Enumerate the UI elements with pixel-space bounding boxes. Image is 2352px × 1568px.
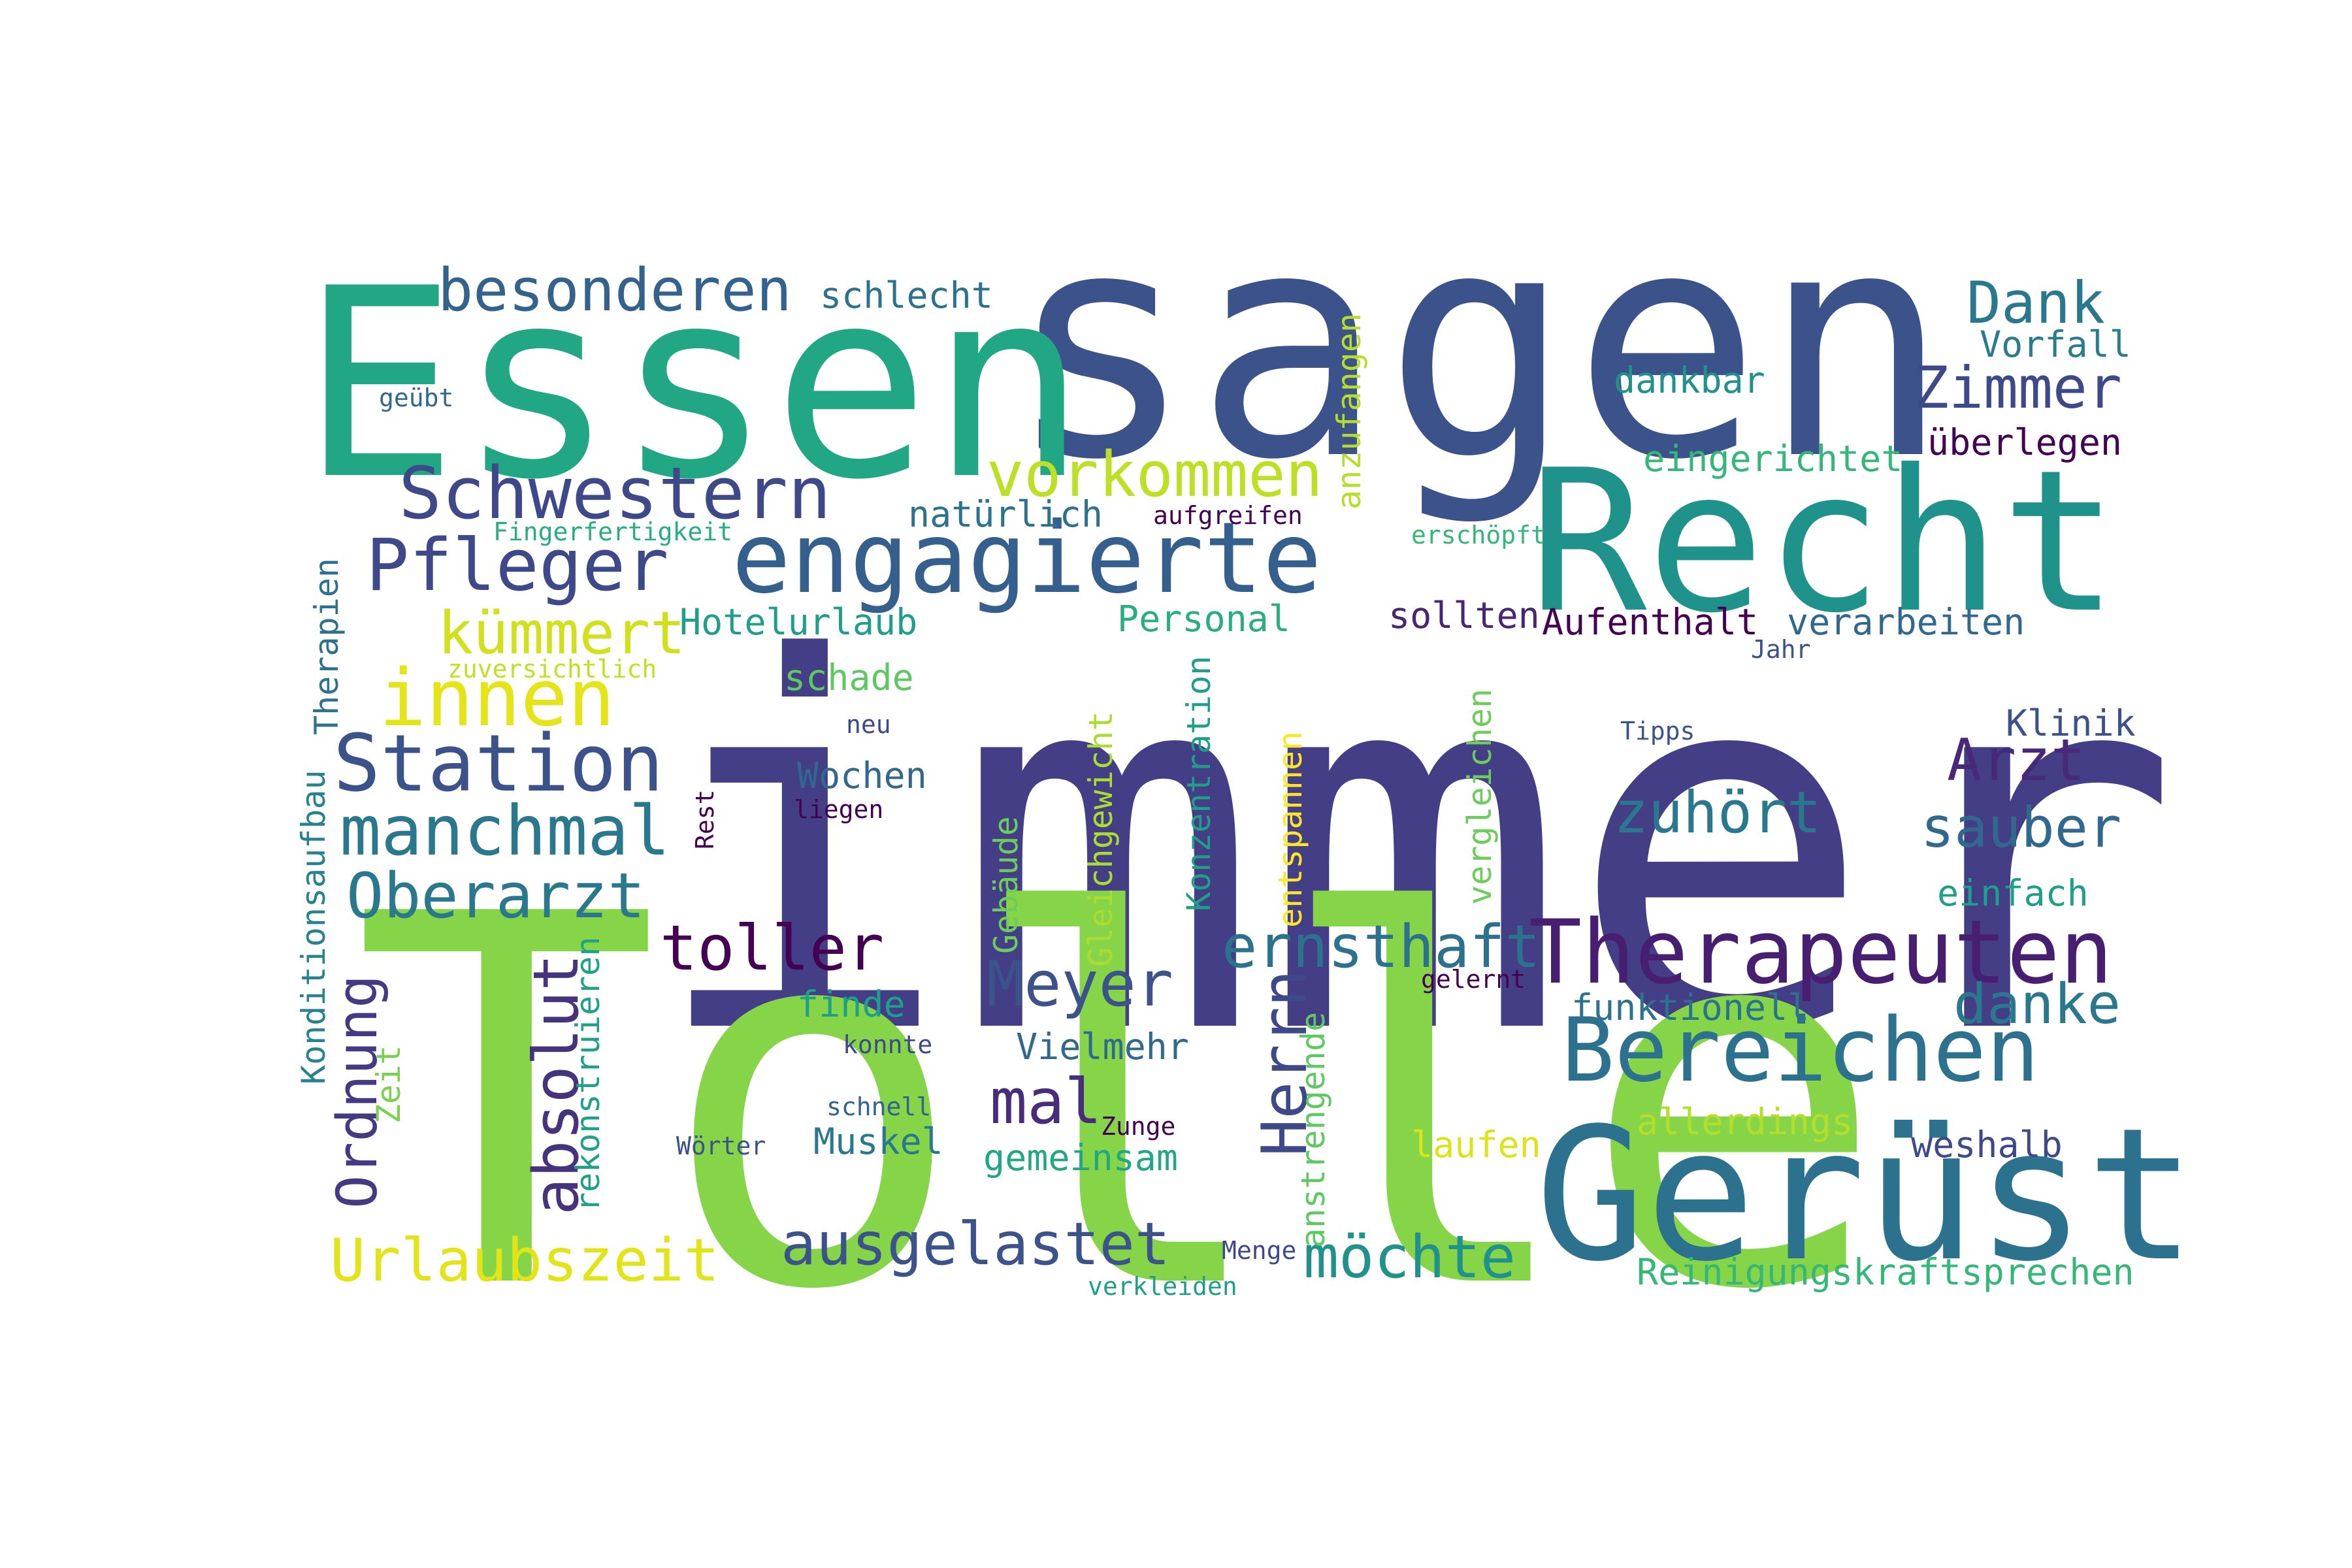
word-46: Wochen xyxy=(797,755,927,796)
word-13: besonderen xyxy=(438,256,792,325)
word-63: Gebäude xyxy=(987,816,1025,954)
word-57: Reinigungskraftsprechen xyxy=(1637,1251,2134,1293)
word-59: Therapien xyxy=(308,558,346,735)
word-36: dankbar xyxy=(1614,359,1765,401)
word-54: allerdings xyxy=(1637,1101,1854,1143)
word-50: Vielmehr xyxy=(1016,1026,1189,1068)
word-75: Jahr xyxy=(1751,635,1811,664)
word-22: ausgelastet xyxy=(781,1210,1171,1279)
word-29: danke xyxy=(1953,972,2121,1037)
word-39: natürlich xyxy=(908,493,1103,535)
word-20: kümmert xyxy=(438,599,686,668)
word-6: engagierte xyxy=(732,502,1322,615)
word-61: Zeit xyxy=(370,1045,408,1124)
word-70: geübt xyxy=(379,384,454,412)
word-84: Menge xyxy=(1222,1236,1297,1265)
word-17: toller xyxy=(660,913,885,985)
word-9: innen xyxy=(379,653,615,744)
word-60: Konditionsaufbau xyxy=(295,770,333,1085)
word-30: mal xyxy=(990,1066,1102,1138)
word-55: weshalb xyxy=(1911,1124,2063,1166)
word-43: Aufenthalt xyxy=(1542,601,1759,643)
word-52: Muskel xyxy=(813,1120,943,1162)
word-40: Hotelurlaub xyxy=(679,601,918,643)
word-4: Recht xyxy=(1529,428,2119,656)
word-78: Tipps xyxy=(1620,717,1695,745)
word-7: Therapeuten xyxy=(1529,901,2114,1004)
word-80: konnte xyxy=(843,1030,933,1059)
word-42: sollten xyxy=(1388,595,1540,636)
word-38: eingerichtet xyxy=(1643,438,1903,480)
word-11: Pfleger xyxy=(366,523,669,607)
word-68: anstrengende xyxy=(1294,1011,1332,1248)
word-45: schade xyxy=(784,657,914,698)
word-48: einfach xyxy=(1937,872,2089,914)
word-0: immer xyxy=(647,553,2181,1146)
word-26: Arzt xyxy=(1947,727,2085,794)
word-66: entspannen xyxy=(1271,730,1309,928)
word-62: rekonstruieren xyxy=(569,936,607,1212)
word-3: Essen xyxy=(301,233,1088,537)
word-5: Gerüst xyxy=(1535,1089,2197,1302)
word-79: gelernt xyxy=(1421,965,1526,994)
word-67: vergleichen xyxy=(1461,688,1499,905)
word-72: zuversichtlich xyxy=(448,655,657,683)
word-2: sagen xyxy=(1006,163,1950,529)
word-1: Tolle xyxy=(353,808,1887,1401)
word-10: Station xyxy=(333,719,664,809)
word-25: Zimmer xyxy=(1914,354,2122,421)
word-74: erschöpft xyxy=(1411,521,1546,549)
word-73: aufgreifen xyxy=(1153,501,1303,530)
word-23: möchte xyxy=(1303,1223,1516,1292)
word-28: sauber xyxy=(1921,796,2122,860)
word-77: liegen xyxy=(794,795,884,824)
word-83: Wörter xyxy=(676,1132,766,1160)
word-71: Fingerfertigkeit xyxy=(493,517,733,546)
word-85: verkleiden xyxy=(1088,1272,1237,1301)
word-69: Rest xyxy=(691,789,719,849)
word-47: Klinik xyxy=(2006,702,2136,744)
word-19: Meyer xyxy=(987,949,1173,1021)
word-27: zuhört xyxy=(1614,779,1821,846)
word-12: Schwestern xyxy=(399,451,832,535)
word-34: schlecht xyxy=(820,274,993,316)
word-65: Konzentration xyxy=(1180,655,1218,911)
word-44: verarbeiten xyxy=(1787,601,2025,643)
word-64: Gleichgewicht xyxy=(1082,711,1120,967)
word-58: anzufangen xyxy=(1330,312,1368,510)
word-14: manchmal xyxy=(340,791,670,871)
word-53: gemeinsam xyxy=(983,1137,1179,1179)
word-49: finde xyxy=(797,983,906,1025)
word-8: Bereichen xyxy=(1561,999,2040,1102)
word-16: Oberarzt xyxy=(346,860,645,932)
word-81: schnell xyxy=(826,1092,932,1121)
word-35: Vorfall xyxy=(1980,323,2131,365)
word-82: Zunge xyxy=(1101,1112,1176,1141)
word-37: überlegen xyxy=(1927,421,2123,463)
word-18: ernsthaft xyxy=(1222,913,1541,981)
word-56: laufen xyxy=(1411,1124,1541,1166)
word-76: neu xyxy=(846,710,891,739)
word-24: Dank xyxy=(1967,269,2105,336)
word-51: funktionell xyxy=(1571,987,1810,1028)
word-41: Personal xyxy=(1117,598,1290,640)
word-21: Urlaubszeit xyxy=(330,1226,720,1295)
word-15: vorkommen xyxy=(987,439,1323,511)
